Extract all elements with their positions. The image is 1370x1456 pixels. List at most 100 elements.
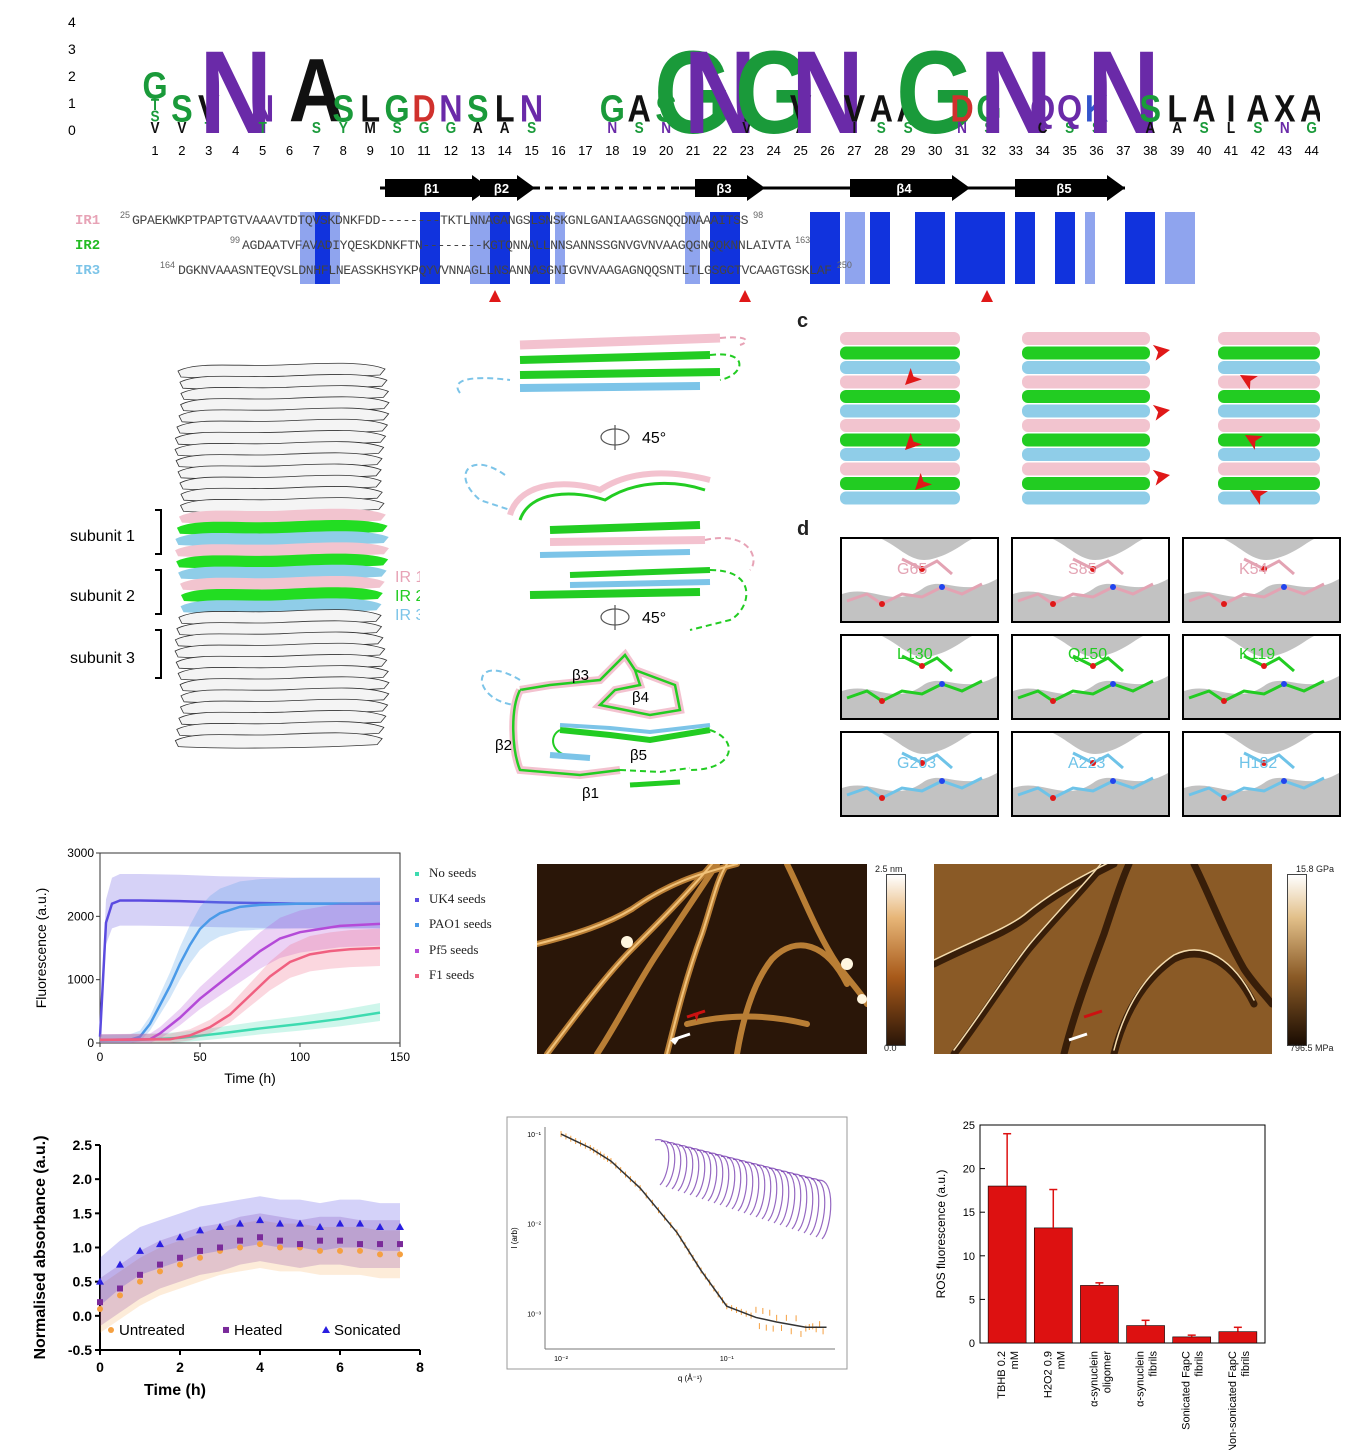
logo-y-tick: 1 [68,95,76,111]
residue-model-icon [1013,733,1168,815]
logo-letter: N [957,120,967,137]
bar [1126,1325,1165,1344]
data-point [337,1237,343,1244]
x-tick-label: 0 [97,1050,104,1064]
x-tick-label: 6 [336,1359,344,1375]
category-label: Sonicated FapC [1181,1351,1193,1430]
cartoon-top-view: β3 β4 β2 β5 β1 [480,648,730,802]
alignment-similar-block [1165,212,1195,284]
legend-dot-icon [415,923,419,928]
alignment-row-name: IR3 [75,263,101,279]
y-axis-label: ROS fluorescence (a.u.) [934,1170,948,1299]
logo-position-label: 6 [286,143,293,158]
fluorescence-chart: 0 1000 2000 3000 0 50 100 150 Time (h) Fluorescen… [33,846,410,1086]
series-band [100,1002,380,1043]
data-point [336,1219,344,1227]
logo-position-label: 7 [313,143,320,158]
series-band [100,901,380,1043]
alignment-row-ir3: IR3 164 DGKNVAAASNTEQVSLDNHFLNEASSKHSYKPQY… [75,260,1295,282]
data-point [196,1226,204,1234]
residue-density-box: K54 [1182,537,1341,623]
strand-label: β2 [494,181,509,196]
category-label: fibrils [1194,1351,1206,1377]
alignment-start-index: 164 [160,260,176,270]
alignment-end-index: 163 [795,235,811,245]
residue-density-box: S85 [1011,537,1170,623]
logo-y-axis: 4 3 2 1 0 [68,14,76,138]
data-point [177,1261,183,1268]
logo-letter: S [655,88,677,130]
logo-position-label: 25 [793,143,807,158]
logo-position-label: 2 [178,143,185,158]
alignment-end-index: 98 [753,210,764,220]
saxs-chart: 10⁻¹ 10⁻² 10⁻³ 10⁻² 10⁻¹ q (Å⁻¹) I (arb) [506,1116,848,1383]
bar [987,1185,1027,1344]
data-point [197,1254,203,1261]
red-arrow-icon [1152,469,1170,486]
y-tick-label: 3000 [67,846,94,860]
logo-letter: A [1300,88,1320,130]
x-axis-label: Time (h) [224,1070,276,1086]
data-point [297,1241,303,1248]
alignment-conserved-block [315,212,330,284]
alignment-similar-block [685,212,700,284]
residue-label: G65 [897,561,928,578]
y-tick-label: 25 [963,1120,975,1132]
x-axis-label: Time (h) [144,1382,206,1399]
subunit-2-label: subunit 2 [70,588,135,605]
subunit-3-label: subunit 3 [70,650,135,667]
logo-letter: S [467,88,489,130]
data-point [116,1260,124,1268]
logo-letter: C [1038,120,1048,137]
rotate-45-icon-1: 45° [600,425,666,450]
data-point [357,1241,363,1248]
logo-position-label: 15 [524,143,538,158]
y-tick-label: 0 [87,1036,94,1050]
strand-1-arrow: β1 [385,175,490,201]
series-band [100,1213,400,1327]
data-point [117,1292,123,1299]
alignment-conserved-block [1125,212,1155,284]
data-point [317,1247,323,1254]
legend-item: F1 seeds [415,962,492,988]
legend-item: Pf5 seeds [415,937,492,963]
legend-dot-icon [415,948,419,953]
logo-letter: A [1172,120,1182,137]
logo-position-label: 33 [1009,143,1023,158]
data-point [276,1219,284,1227]
logo-letter: S [877,120,886,137]
logo-position-label: 8 [340,143,347,158]
residue-label: L130 [897,646,933,663]
afm-height-image [537,864,867,1054]
afm-height-min: 0.0 [884,1043,897,1053]
logo-position-label: 12 [444,143,458,158]
data-point [377,1241,383,1248]
panel-c-density-close-ups [840,332,1320,505]
alignment-end-index: 250 [836,260,852,270]
saxs-fit-line [560,1133,827,1328]
y-tick-label: 1.0 [73,1240,93,1256]
data-point [136,1246,144,1254]
logo-letter: L [1227,120,1235,137]
alignment-conserved-block [915,212,945,284]
y-tick-label: 10⁻³ [527,1311,541,1318]
data-point [96,1277,104,1285]
absorbance-chart: -0.5 0.0 0.5 1.0 1.5 2.0 2.5 0 2 4 6 8 Time (h) Norma… [32,1135,424,1399]
svg-text:β3: β3 [572,667,589,684]
logo-letter: N [251,88,274,130]
logo-letter: V [198,88,220,130]
logo-position-label: 44 [1304,143,1318,158]
red-arrow-icon [1240,375,1258,390]
data-point [257,1241,263,1248]
logo-position-label: 23 [740,143,754,158]
data-point [237,1244,243,1251]
y-tick-label: 20 [963,1164,975,1176]
cartoon-tilted-view [464,463,755,631]
y-tick-label: 0 [969,1338,975,1350]
residue-label: A223 [1068,755,1106,772]
afm-height-scalebar [886,874,906,1046]
logo-letter: G [142,65,167,107]
alignment-row-ir1: IR1 25 GPAEKWKPTPAPTGTVAAAVTDTQVSKDNKFDD--… [75,210,1295,232]
data-point [157,1261,163,1268]
legend-marker-icon [108,1326,114,1333]
